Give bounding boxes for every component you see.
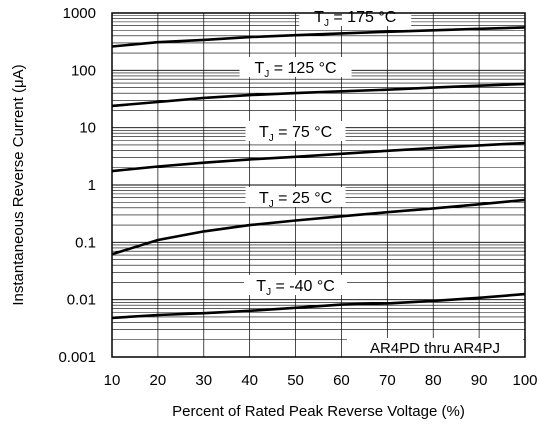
curve-label: TJ = -40 °C [244, 275, 348, 298]
grid [112, 13, 525, 357]
curve-label-text: TJ = -40 °C [256, 278, 335, 298]
y-tick-labels: 0.001 0.01 0.1 1 10 100 1000 [58, 5, 96, 366]
annotation-text: AR4PD thru AR4PJ [370, 340, 500, 357]
y-tick-label: 1 [88, 177, 96, 194]
curve-label-subscript: J [264, 69, 269, 80]
curve-labels: TJ = 175 °CTJ = 125 °CTJ = 75 °CTJ = 25 … [239, 6, 412, 298]
curve-label-subscript: J [324, 18, 329, 29]
curve-label: TJ = 125 °C [239, 57, 352, 80]
curve-label-symbol: T [255, 60, 265, 77]
x-tick-label: 40 [241, 372, 258, 389]
x-tick-label: 10 [104, 372, 121, 389]
curve-label: TJ = 25 °C [245, 187, 346, 210]
curve-label-symbol: T [314, 9, 324, 26]
series-line [111, 82, 526, 108]
curve-label-value: = -40 °C [271, 278, 335, 295]
y-tick-label: 0.1 [75, 234, 96, 251]
curve-label-symbol: T [259, 124, 269, 141]
curve-label-background [299, 6, 412, 26]
curve-label-value: = 25 °C [274, 190, 332, 207]
curve-label-value: = 175 °C [329, 9, 396, 26]
curve-label-subscript: J [266, 287, 271, 298]
curve-label-background [245, 187, 346, 207]
y-axis-title: Instantaneous Reverse Current (μA) [10, 64, 27, 305]
series-line [111, 26, 526, 48]
series-line [111, 198, 526, 256]
curve-label-background [239, 57, 352, 77]
y-tick-label: 0.01 [67, 292, 96, 309]
x-tick-label: 80 [425, 372, 442, 389]
x-tick-label: 90 [471, 372, 488, 389]
curve-label: TJ = 75 °C [245, 121, 346, 144]
curve-label-background [245, 121, 346, 141]
curve-label-value: = 125 °C [269, 60, 336, 77]
curve-label-text: TJ = 75 °C [259, 124, 332, 144]
curve-label-symbol: T [259, 190, 269, 207]
x-tick-label: 60 [333, 372, 350, 389]
x-tick-label: 50 [287, 372, 304, 389]
curves [111, 26, 526, 320]
curve-label-subscript: J [269, 199, 274, 210]
plot-frame [111, 12, 526, 358]
curve-label-symbol: T [256, 278, 266, 295]
series-line [111, 141, 526, 173]
x-axis-title: Percent of Rated Peak Reverse Voltage (%… [172, 403, 465, 420]
series-line [111, 292, 526, 320]
x-tick-label: 100 [512, 372, 537, 389]
y-tick-label: 1000 [63, 5, 96, 22]
x-tick-label: 30 [195, 372, 212, 389]
curve-label-text: TJ = 125 °C [255, 60, 337, 80]
x-tick-label: 70 [379, 372, 396, 389]
curve-label-text: TJ = 25 °C [259, 190, 332, 210]
y-tick-label: 10 [79, 120, 96, 137]
annotation-background [347, 338, 523, 356]
curve-label-value: = 75 °C [274, 124, 332, 141]
x-tick-labels: 10 20 30 40 50 60 70 80 90 100 [104, 372, 538, 389]
x-tick-label: 20 [150, 372, 167, 389]
curve-label: TJ = 175 °C [299, 6, 412, 29]
annotation-box: AR4PD thru AR4PJ [347, 338, 523, 357]
curve-label-background [244, 275, 348, 295]
y-tick-label: 100 [71, 62, 96, 79]
y-tick-label: 0.001 [58, 349, 96, 366]
curve-label-subscript: J [269, 133, 274, 144]
